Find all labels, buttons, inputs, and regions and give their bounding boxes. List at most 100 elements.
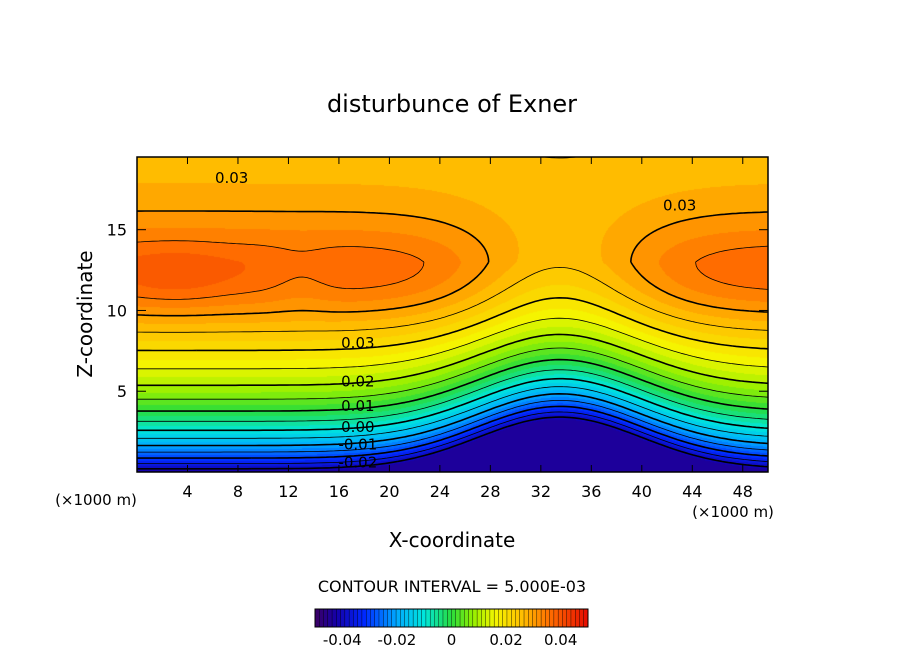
y-tick-label: 5 (117, 382, 127, 401)
contour-label: 0.03 (663, 196, 696, 214)
x-tick-label: 4 (182, 482, 192, 501)
x-tick-label: 48 (733, 482, 753, 501)
x-tick-label: 40 (632, 482, 652, 501)
contour-line (137, 411, 769, 464)
colorbar-cell (536, 608, 542, 628)
contour-line (137, 347, 769, 400)
colorbar-cell (562, 608, 568, 628)
colorbar-cell (557, 608, 563, 628)
contour-label: -0.02 (338, 453, 377, 471)
colorbar-cell (570, 608, 576, 628)
x-tick-label: 28 (480, 482, 500, 501)
colorbar-cell (489, 608, 495, 628)
contour-label: -0.01 (338, 436, 377, 454)
colorbar-cell (429, 608, 435, 628)
colorbar-cell (319, 608, 325, 628)
contour-line (137, 317, 769, 370)
x-tick-label: 8 (233, 482, 243, 501)
colorbar-cell (412, 608, 418, 628)
contour-line (137, 416, 769, 470)
x-tick-label: 36 (581, 482, 601, 501)
colorbar-cell (365, 608, 371, 628)
colorbar-cell (391, 608, 397, 628)
colorbar-cell (545, 608, 551, 628)
colorbar-cell (404, 608, 410, 628)
colorbar-cell (553, 608, 559, 628)
colorbar-cell (447, 608, 453, 628)
colorbar-tick-label: 0 (447, 631, 457, 649)
chart-title: disturbunce of Exner (327, 90, 577, 118)
contour-line (137, 386, 769, 439)
contour-line (137, 377, 769, 432)
colorbar-cell (421, 608, 427, 628)
contour-line (136, 210, 769, 317)
contour-line (137, 358, 769, 412)
colorbar-cell (519, 608, 525, 628)
x-axis-label: X-coordinate (389, 528, 516, 552)
colorbar-cell (314, 608, 320, 628)
contour-label: 0.03 (341, 334, 374, 352)
contour-line (137, 400, 769, 453)
colorbar-cell (357, 608, 363, 628)
colorbar-cell (348, 608, 354, 628)
colorbar-cell (370, 608, 376, 628)
colorbar: -0.04 -0.02 0 0.02 0.04 (314, 608, 589, 649)
x-tick-labels: 4 8 12 16 20 24 28 32 36 40 44 48 (182, 482, 753, 501)
colorbar-cell (511, 608, 516, 628)
colorbar-tick-label: 0.04 (544, 631, 577, 649)
colorbar-cell (395, 608, 401, 628)
colorbar-cell (502, 608, 508, 628)
colorbar-cell (485, 608, 491, 628)
colorbar-cell (468, 608, 474, 628)
colorbar-cell (549, 608, 555, 628)
colorbar-cell (400, 608, 406, 628)
contour-line (137, 333, 769, 387)
colorbar-cell (481, 608, 487, 628)
colorbar-cell (523, 608, 529, 628)
contour-line (137, 369, 769, 422)
colorbar-cell (387, 608, 393, 628)
colorbar-cell (408, 608, 414, 628)
colorbar-cell (455, 608, 461, 628)
colorbar-cell (498, 608, 504, 628)
colorbar-cell (327, 608, 333, 628)
colorbar-cell (374, 608, 380, 628)
contour-labels: 0.03 0.03 0.03 0.02 0.01 0.00-0.01-0.02 (215, 169, 696, 471)
colorbar-cell (442, 608, 448, 628)
colorbar-cell (532, 608, 538, 628)
colorbar-cell (566, 608, 572, 628)
contour-line (137, 405, 769, 459)
colorbar-cell (575, 608, 580, 628)
contour-line (136, 240, 769, 300)
colorbar-cell (472, 608, 478, 628)
colorbar-cell (540, 608, 546, 628)
x-tick-label: 12 (278, 482, 298, 501)
x-tick-label: 32 (531, 482, 551, 501)
colorbar-cell (476, 608, 482, 628)
x-unit-label-right: (×1000 m) (692, 503, 774, 521)
colorbar-cell (425, 608, 431, 628)
colorbar-cell (344, 608, 350, 628)
colorbar-cell (340, 608, 346, 628)
x-unit-label-left: (×1000 m) (55, 491, 137, 509)
colorbar-tick-label: -0.02 (377, 631, 416, 649)
x-tick-label: 44 (682, 482, 702, 501)
colorbar-cell (459, 608, 465, 628)
colorbar-cell (417, 608, 423, 628)
colorbar-cell (331, 608, 337, 628)
colorbar-cell (353, 608, 359, 628)
colorbar-cell (336, 608, 342, 628)
contour-label: 0.00 (341, 418, 374, 436)
y-axis-label: Z-coordinate (73, 250, 97, 377)
y-tick-labels: 5 10 15 (107, 221, 127, 402)
contour-label: 0.01 (341, 397, 374, 415)
x-tick-label: 20 (379, 482, 399, 501)
contour-label: 0.02 (341, 373, 374, 391)
contour-lines (136, 156, 769, 470)
colorbar-frame (314, 608, 589, 628)
colorbar-cells (314, 608, 589, 628)
colorbar-tick-labels: -0.04 -0.02 0 0.02 0.04 (323, 631, 578, 649)
colorbar-cell (434, 608, 440, 628)
colorbar-cell (323, 608, 329, 628)
